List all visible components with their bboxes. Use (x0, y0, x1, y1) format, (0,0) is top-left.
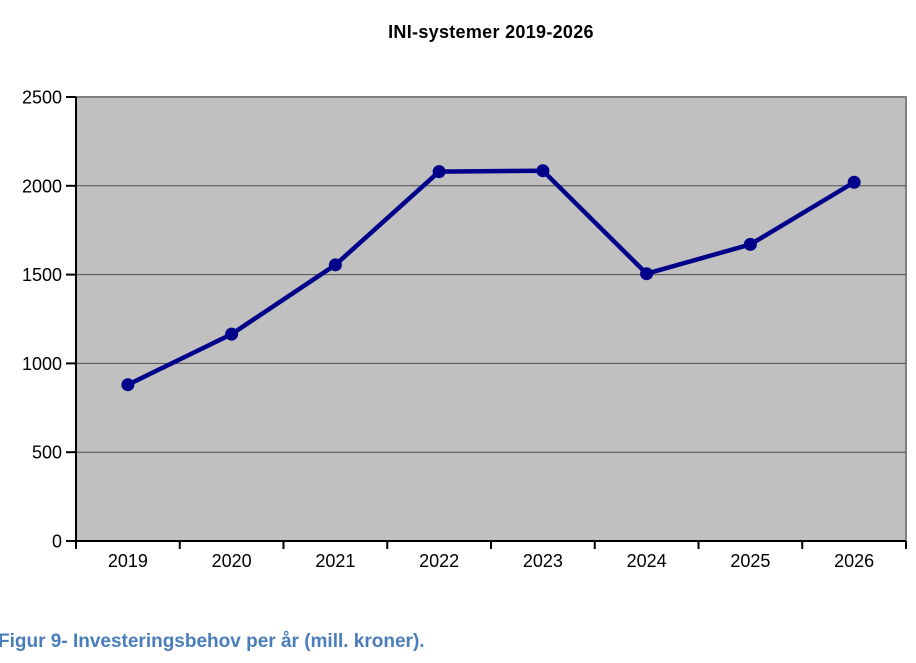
data-point (847, 175, 861, 189)
x-axis-label: 2025 (730, 551, 770, 571)
x-axis-label: 2023 (523, 551, 563, 571)
data-point (432, 165, 446, 179)
x-axis-label: 2022 (419, 551, 459, 571)
y-axis-label: 2000 (22, 176, 62, 196)
x-axis-label: 2020 (212, 551, 252, 571)
data-point (225, 327, 239, 341)
y-axis-label: 1000 (22, 354, 62, 374)
data-point (640, 267, 654, 281)
x-axis-label: 2019 (108, 551, 148, 571)
y-axis-label: 500 (32, 443, 62, 463)
data-point (328, 258, 342, 272)
y-axis-label: 1500 (22, 265, 62, 285)
figure-caption: Figur 9- Investeringsbehov per år (mill.… (0, 631, 425, 652)
data-point (536, 164, 550, 178)
data-point (743, 237, 757, 251)
data-point (121, 378, 135, 392)
x-axis-label: 2024 (627, 551, 667, 571)
y-axis-label: 0 (52, 532, 62, 552)
y-axis-label: 2500 (22, 88, 62, 108)
x-axis-label: 2021 (315, 551, 355, 571)
x-axis-label: 2026 (834, 551, 874, 571)
plot-area (75, 96, 907, 542)
data-line (126, 168, 856, 387)
chart-title: INI-systemer 2019-2026 (388, 22, 594, 42)
